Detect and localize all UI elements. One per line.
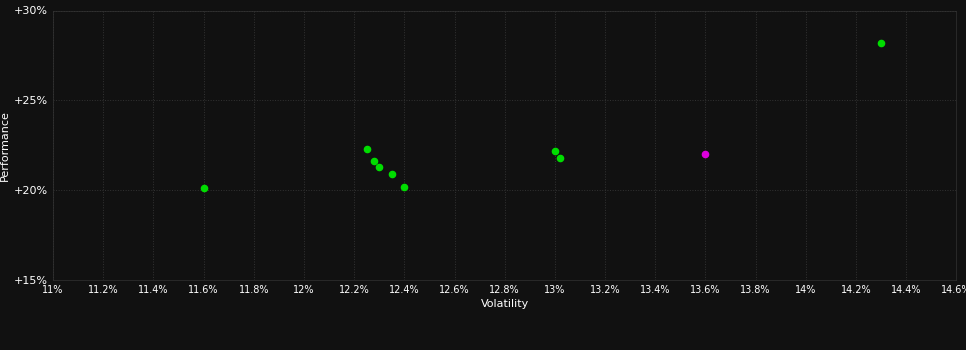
Y-axis label: Performance: Performance (0, 110, 10, 181)
Point (697, 152, 713, 157)
Point (359, 146, 375, 152)
Point (196, 186, 212, 191)
Point (397, 184, 412, 189)
Point (384, 171, 400, 177)
X-axis label: Volatility: Volatility (481, 299, 528, 309)
Point (873, 40, 889, 46)
Point (547, 148, 562, 153)
Point (366, 159, 382, 164)
Point (553, 155, 568, 161)
Point (372, 164, 387, 170)
